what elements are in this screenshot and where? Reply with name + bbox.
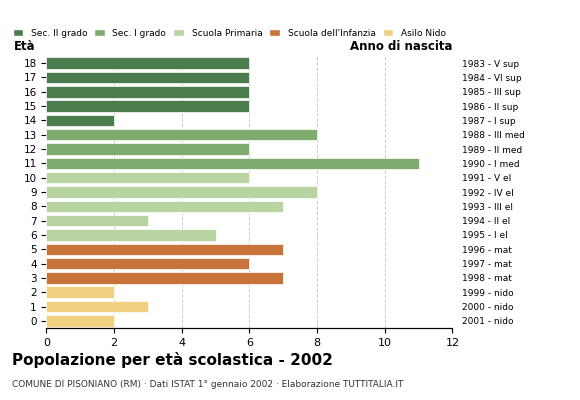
- Text: COMUNE DI PISONIANO (RM) · Dati ISTAT 1° gennaio 2002 · Elaborazione TUTTITALIA.: COMUNE DI PISONIANO (RM) · Dati ISTAT 1°…: [12, 380, 403, 389]
- Bar: [46, 129, 317, 140]
- Bar: [46, 86, 249, 98]
- Bar: [46, 115, 114, 126]
- Text: Anno di nascita: Anno di nascita: [350, 40, 452, 53]
- Bar: [46, 258, 249, 269]
- Text: Popolazione per età scolastica - 2002: Popolazione per età scolastica - 2002: [12, 352, 332, 368]
- Bar: [46, 100, 249, 112]
- Bar: [46, 143, 249, 155]
- Bar: [46, 186, 317, 198]
- Bar: [46, 158, 419, 169]
- Legend: Sec. II grado, Sec. I grado, Scuola Primaria, Scuola dell'Infanzia, Asilo Nido: Sec. II grado, Sec. I grado, Scuola Prim…: [9, 25, 450, 41]
- Bar: [46, 172, 249, 184]
- Bar: [46, 58, 249, 69]
- Bar: [46, 301, 148, 312]
- Bar: [46, 229, 216, 241]
- Bar: [46, 72, 249, 83]
- Text: Età: Età: [14, 40, 35, 53]
- Bar: [46, 315, 114, 326]
- Bar: [46, 286, 114, 298]
- Bar: [46, 200, 283, 212]
- Bar: [46, 272, 283, 284]
- Bar: [46, 215, 148, 226]
- Bar: [46, 244, 283, 255]
